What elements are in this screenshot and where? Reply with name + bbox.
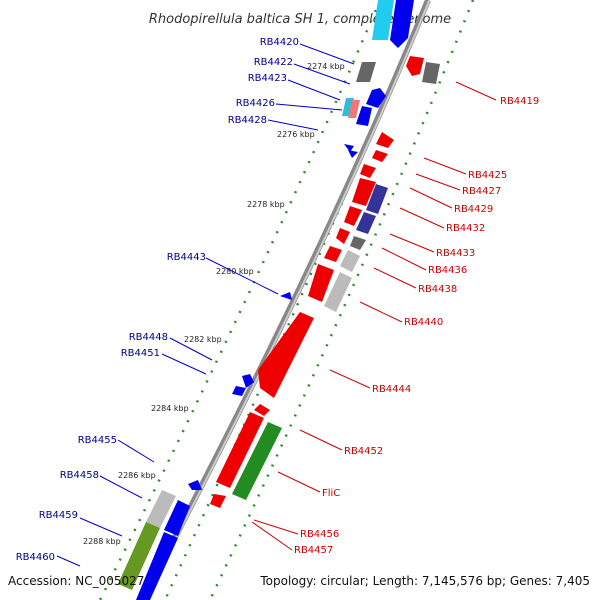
gene-red-RB4425 xyxy=(376,132,394,148)
dotted-tracks xyxy=(98,0,475,600)
gene-label[interactable]: RB4459 xyxy=(39,510,78,521)
gene-olive-RB4459 xyxy=(118,522,160,590)
gene-red-RB4419 xyxy=(406,56,424,76)
gene-gray-RB4422 xyxy=(356,62,376,82)
gene-pink-RB4426 xyxy=(348,100,360,118)
gene-green-FliC xyxy=(232,422,282,500)
gene-label[interactable]: RB4458 xyxy=(60,470,99,481)
gene-label[interactable]: RB4429 xyxy=(454,204,493,215)
gene-red-RB4429 xyxy=(352,178,376,206)
gene-red-RB4452-long xyxy=(216,412,264,488)
reverse-genes xyxy=(210,56,440,508)
gene-label[interactable]: FliC xyxy=(322,488,340,499)
gene-label[interactable]: RB4425 xyxy=(468,170,507,181)
left-label-leaders xyxy=(56,43,355,567)
tick-label: 2276 kbp xyxy=(277,130,315,139)
tick-label: 2278 kbp xyxy=(247,200,285,209)
gene-blue-RB4423 xyxy=(366,88,386,108)
gene-gray-RB4458 xyxy=(146,490,176,528)
gene-red-RB4432 xyxy=(344,206,362,226)
inner-right-dotted-track xyxy=(208,0,475,600)
tick-label: 2280 kbp xyxy=(216,267,254,276)
gene-label[interactable]: RB4451 xyxy=(121,348,160,359)
gene-blue-RB4428 xyxy=(356,106,372,126)
gene-gray-RB4419 xyxy=(422,62,440,84)
gene-blue-RB4443 xyxy=(280,292,292,300)
tick-label: 2284 kbp xyxy=(151,404,189,413)
gene-label[interactable]: RB4436 xyxy=(428,265,467,276)
gene-label[interactable]: RB4444 xyxy=(372,384,411,395)
gene-label[interactable]: RB4455 xyxy=(78,435,117,446)
genome-backbone-highlight xyxy=(142,0,431,600)
gene-blue-RB4460 xyxy=(136,532,178,600)
gene-red-RB4438 xyxy=(308,264,334,302)
gene-red-RB4436 xyxy=(324,246,342,262)
gene-label[interactable]: RB4420 xyxy=(260,37,299,48)
tick-label: 2288 kbp xyxy=(83,537,121,546)
gene-gray-RB4440 xyxy=(324,272,352,312)
tick-label: 2274 kbp xyxy=(307,62,345,71)
gene-label[interactable]: RB4426 xyxy=(236,98,275,109)
gene-blue-small-2 xyxy=(348,150,358,158)
gene-gray-RB4433 xyxy=(350,236,366,250)
gene-label[interactable]: RB4457 xyxy=(294,545,333,556)
topology-text: Topology: circular; Length: 7,145,576 bp… xyxy=(260,574,590,588)
gene-label[interactable]: RB4460 xyxy=(16,552,55,563)
gene-label[interactable]: RB4422 xyxy=(254,57,293,68)
gene-blue-top xyxy=(390,0,414,48)
gene-navy-RB4432 xyxy=(356,212,376,234)
accession-text: Accession: NC_005027 xyxy=(8,574,145,588)
genome-backbone xyxy=(139,0,431,600)
gene-label[interactable]: RB4440 xyxy=(404,317,443,328)
inner-left-dotted-track xyxy=(163,0,430,600)
gene-blue-small-1 xyxy=(344,144,354,152)
gene-label[interactable]: RB4419 xyxy=(500,96,539,107)
gene-red-RB4456 xyxy=(210,494,226,508)
gene-cyan xyxy=(372,0,394,40)
right-labels: RB4419 RB4425 RB4427 RB4429 RB4432 RB443… xyxy=(294,96,539,556)
gene-label[interactable]: RB4448 xyxy=(129,332,168,343)
gene-label[interactable]: RB4456 xyxy=(300,529,339,540)
gene-red-RB4433 xyxy=(336,228,350,244)
gene-red-RB4452 xyxy=(254,404,270,416)
gene-red-small-a xyxy=(372,150,388,162)
gene-label[interactable]: RB4443 xyxy=(167,252,206,263)
gene-label[interactable]: RB4438 xyxy=(418,284,457,295)
gene-label[interactable]: RB4432 xyxy=(446,223,485,234)
gene-blue-RB4451 xyxy=(232,386,246,396)
gene-red-RB4427 xyxy=(360,164,376,178)
gene-gray-RB4436 xyxy=(340,250,360,272)
gene-label[interactable]: RB4427 xyxy=(462,186,501,197)
right-label-leaders xyxy=(251,81,497,551)
tick-label: 2286 kbp xyxy=(118,471,156,480)
gene-blue-RB4459 xyxy=(164,500,190,536)
gene-red-RB4444 xyxy=(258,312,314,398)
gene-blue-RB4455 xyxy=(188,480,202,490)
gene-label[interactable]: RB4433 xyxy=(436,248,475,259)
gene-label[interactable]: RB4428 xyxy=(228,115,267,126)
tick-label: 2282 kbp xyxy=(184,335,222,344)
kbp-ticks: 2274 kbp 2276 kbp 2278 kbp 2280 kbp 2282… xyxy=(83,62,345,546)
gene-navy-RB4429 xyxy=(366,184,388,214)
gene-label[interactable]: RB4452 xyxy=(344,446,383,457)
left-labels: RB4420 RB4422 RB4423 RB4426 RB4428 RB444… xyxy=(16,37,299,563)
forward-genes xyxy=(118,0,414,600)
gene-blue-RB4448 xyxy=(242,374,254,388)
gene-label[interactable]: RB4423 xyxy=(248,73,287,84)
